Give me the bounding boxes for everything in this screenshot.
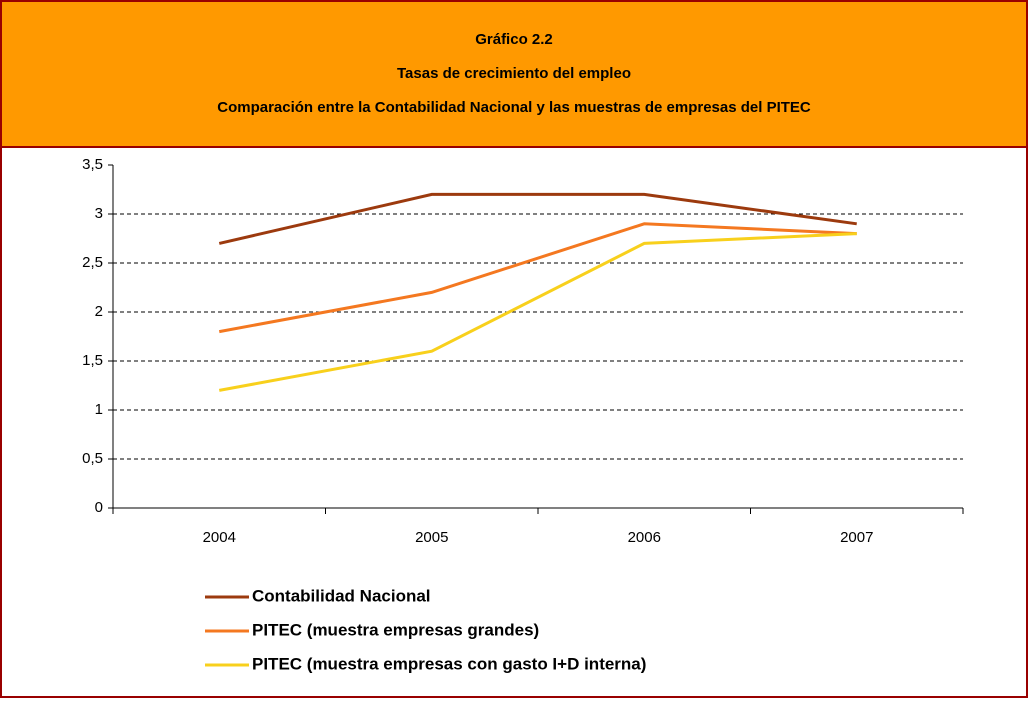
series-line	[218, 232, 857, 392]
y-tick-label: 0,5	[82, 450, 103, 467]
y-tick-label: 3	[95, 205, 103, 222]
header	[0, 0, 1028, 148]
x-tick-label: 2004	[203, 529, 236, 546]
y-tick-label: 0	[95, 499, 103, 516]
chart-subtitle: Tasas de crecimiento del empleo	[397, 65, 631, 82]
series-line	[218, 192, 857, 245]
x-tick-label: 2007	[840, 529, 873, 546]
y-tick-label: 3,5	[82, 156, 103, 173]
y-tick-label: 1,5	[82, 352, 103, 369]
legend-label: PITEC (muestra empresas grandes)	[252, 620, 539, 639]
y-tick-label: 1	[95, 401, 103, 418]
series-line	[218, 222, 857, 334]
x-tick-label: 2006	[628, 529, 661, 546]
legend-label: PITEC (muestra empresas con gasto I+D in…	[252, 654, 646, 673]
chart-description: Comparación entre la Contabilidad Nacion…	[217, 99, 811, 116]
y-tick-label: 2,5	[82, 254, 103, 271]
legend-label: Contabilidad Nacional	[252, 586, 431, 605]
chart-title: Gráfico 2.2	[475, 31, 553, 48]
y-tick-label: 2	[95, 303, 103, 320]
x-tick-label: 2005	[415, 529, 448, 546]
